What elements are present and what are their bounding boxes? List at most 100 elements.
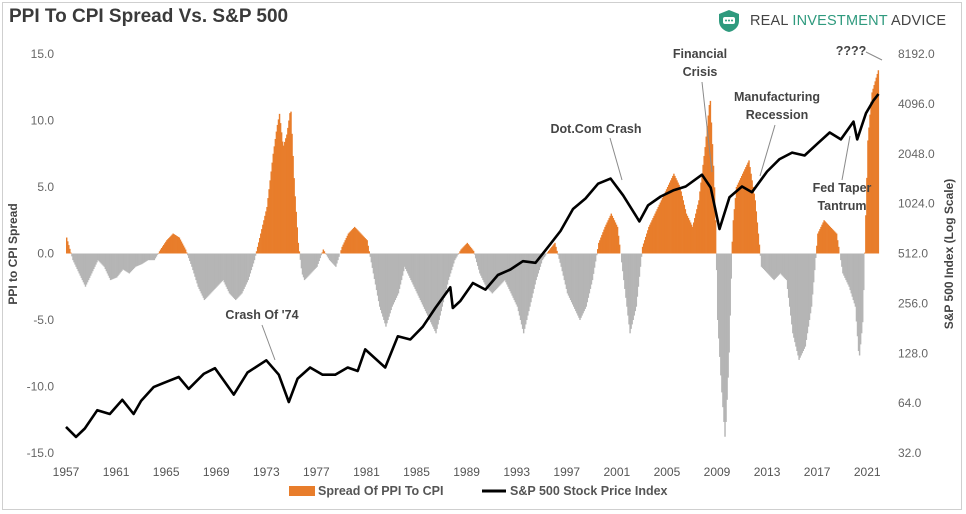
spread-bar [777, 253, 779, 276]
spread-bar [300, 253, 303, 269]
spread-bar [766, 253, 768, 273]
spread-bar [369, 253, 372, 257]
spread-bar [681, 195, 683, 254]
spread-bar [263, 220, 265, 254]
spread-bar [747, 162, 749, 254]
x-axis-tick: 2001 [603, 465, 630, 479]
spread-bar [550, 248, 552, 254]
spread-bar [149, 253, 151, 261]
spread-bar [319, 253, 321, 259]
spread-bar [504, 253, 506, 281]
spread-bar [549, 249, 551, 254]
spread-bar [152, 253, 155, 261]
spread-bar [691, 226, 694, 254]
spread-bar [308, 253, 310, 276]
spread-bar [410, 253, 412, 281]
spread-bar [341, 246, 343, 254]
spread-bar [358, 231, 360, 254]
spread-bar [786, 253, 789, 289]
spread-bar [625, 253, 627, 298]
spread-bar [174, 234, 176, 254]
spread-bar [565, 253, 568, 289]
spread-bar [146, 253, 148, 261]
spread-bar [835, 233, 838, 254]
spread-bar [491, 253, 494, 294]
spread-bar [519, 253, 522, 320]
spread-bar [652, 218, 654, 254]
spread-bar [709, 100, 712, 254]
spread-bar [468, 245, 471, 254]
spread-bar [585, 253, 587, 307]
spread-bar [128, 253, 131, 274]
spread-bar [447, 253, 450, 281]
spread-bar [239, 253, 241, 296]
spread-bar [782, 253, 785, 277]
annotation-dotcom: Dot.Com Crash [551, 122, 642, 136]
spread-bar [799, 253, 801, 358]
spread-bar [564, 253, 567, 285]
spread-bar [571, 253, 574, 305]
spread-bar [267, 198, 269, 254]
spread-bar [245, 253, 247, 285]
spread-bar [436, 253, 438, 329]
left-axis-tick: 15.0 [31, 47, 55, 61]
spread-bar [661, 198, 664, 254]
spread-bar [630, 253, 632, 329]
spread-bar [135, 253, 138, 267]
spread-bar [492, 253, 495, 293]
spread-bar [103, 253, 105, 267]
spread-bar [95, 253, 97, 265]
spread-bar [537, 253, 539, 274]
spread-bar [609, 215, 611, 254]
spread-bar [376, 253, 379, 296]
spread-bar [464, 245, 466, 254]
spread-bar [414, 253, 416, 289]
spread-bar [825, 222, 827, 254]
spread-bar [419, 253, 422, 301]
spread-bar [773, 253, 775, 281]
spread-bar [371, 253, 374, 268]
right-axis-label: S&P 500 Index (Log Scale) [942, 179, 956, 330]
right-axis-tick: 512.0 [898, 247, 928, 261]
annotation-manufacturing-line2: Recession [746, 108, 809, 122]
spread-bar [801, 253, 803, 354]
spread-bar [318, 253, 320, 262]
spread-bar [188, 253, 190, 259]
spread-bar [546, 252, 549, 254]
spread-bar [812, 253, 815, 283]
spread-bar [608, 218, 610, 254]
spread-bar [191, 253, 193, 267]
spread-bar [742, 173, 744, 254]
spread-bar [297, 242, 300, 254]
spread-bar [181, 243, 184, 254]
spread-bar [262, 224, 264, 254]
spread-bar [795, 253, 797, 347]
spread-bar [506, 253, 508, 285]
spread-bar [591, 253, 594, 281]
spread-bar [462, 247, 464, 254]
spread-bar [183, 247, 186, 254]
spread-bar [590, 253, 593, 285]
spread-bar [567, 253, 570, 296]
spread-bar [444, 253, 447, 294]
spread-bar [677, 182, 679, 254]
spread-bar [582, 253, 584, 314]
spread-bar [660, 200, 663, 254]
spread-bar [698, 200, 700, 254]
spread-bar [547, 250, 550, 254]
spread-bar [651, 220, 653, 254]
spread-bar [533, 253, 535, 289]
spread-bar [337, 253, 339, 261]
spread-bar [769, 253, 771, 276]
spread-bar [720, 253, 722, 376]
spread-bar [367, 245, 369, 254]
spread-bar [127, 253, 129, 273]
spread-bar [528, 253, 530, 312]
spread-bar [394, 253, 397, 301]
spread-bar [666, 187, 669, 254]
x-axis-tick: 1969 [203, 465, 230, 479]
brand[interactable]: REAL INVESTMENT ADVICE [717, 8, 946, 34]
spread-bar [156, 253, 159, 255]
spread-bar [139, 253, 141, 266]
